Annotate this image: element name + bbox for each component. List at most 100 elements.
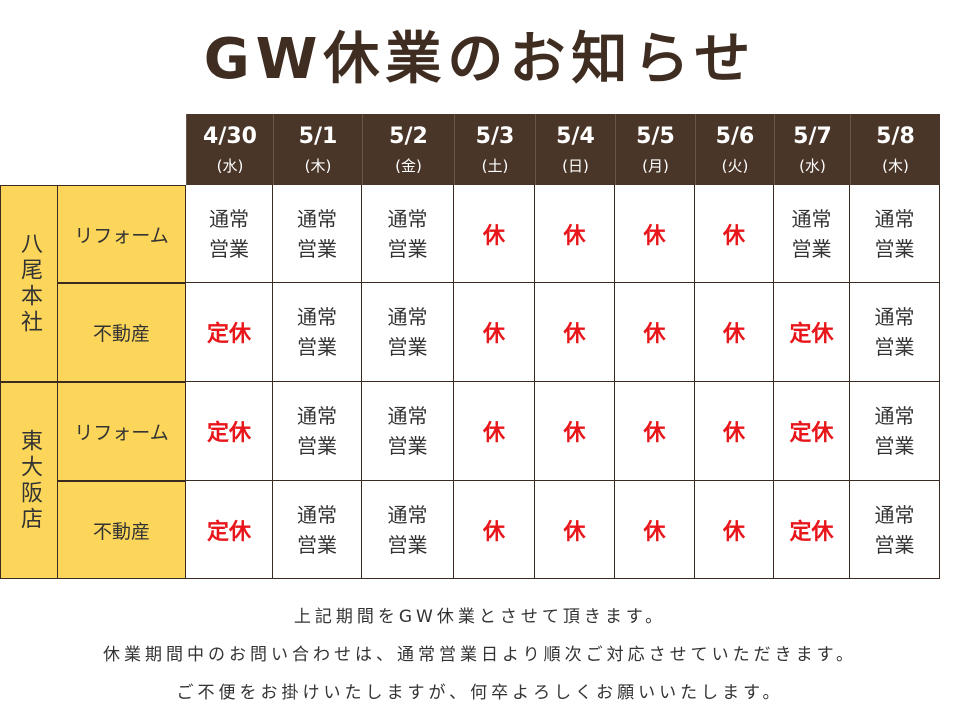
date-label: 4/30 <box>203 123 257 149</box>
department-label: 不動産 <box>58 283 186 382</box>
open-status: 通常 営業 <box>874 502 915 557</box>
closed-status: 定休 <box>206 322 251 347</box>
schedule-cell: 通常 営業 <box>273 185 362 283</box>
note-line: ご不便をお掛けいたしますが、何卒よろしくお願いいたします。 <box>176 683 784 703</box>
date-header: 5/1 (木) <box>273 114 362 185</box>
date-header: 5/7 (水) <box>774 114 850 185</box>
weekday-label: (水) <box>799 156 826 175</box>
schedule-cell: 休 <box>454 382 535 481</box>
date-label: 5/6 <box>715 123 755 149</box>
schedule-cell: 休 <box>695 283 774 382</box>
schedule-cell: 休 <box>615 185 695 283</box>
closed-status: 休 <box>482 421 505 446</box>
schedule-cell: 通常 営業 <box>362 481 454 579</box>
closed-status: 休 <box>722 223 745 249</box>
note-line: 上記期間をGW休業とさせて頂きます。 <box>293 607 667 627</box>
table-corner <box>0 114 186 185</box>
date-header: 5/6 (火) <box>695 114 774 185</box>
schedule-cell: 通常 営業 <box>850 481 940 579</box>
closed-status: 定休 <box>789 519 834 545</box>
location-label: 東大阪店 <box>0 382 58 579</box>
closed-status: 休 <box>482 322 505 347</box>
schedule-cell: 定休 <box>186 382 273 481</box>
closed-status: 休 <box>643 421 666 446</box>
schedule-cell: 休 <box>454 481 535 579</box>
date-label: 5/5 <box>636 123 675 149</box>
page-title: GW休業のお知らせ <box>203 27 757 92</box>
schedule-cell: 休 <box>615 481 695 579</box>
date-label: 5/4 <box>556 123 595 149</box>
closed-status: 休 <box>722 322 745 347</box>
schedule-cell: 通常 営業 <box>273 481 362 579</box>
schedule-cell: 通常 営業 <box>186 185 273 283</box>
date-header: 5/3 (土) <box>454 114 535 185</box>
closed-status: 休 <box>722 519 745 545</box>
department-label: リフォーム <box>58 185 186 283</box>
open-status: 通常 営業 <box>387 404 428 458</box>
open-status: 通常 営業 <box>387 502 428 557</box>
schedule-cell: 定休 <box>774 481 850 579</box>
date-header: 5/5 (月) <box>615 114 695 185</box>
date-label: 5/8 <box>876 123 915 149</box>
schedule-cell: 定休 <box>774 283 850 382</box>
date-header: 5/8 (木) <box>850 114 940 185</box>
schedule-cell: 通常 営業 <box>850 283 940 382</box>
schedule-cell: 通常 営業 <box>273 283 362 382</box>
closed-status: 休 <box>643 519 666 545</box>
schedule-cell: 通常 営業 <box>362 382 454 481</box>
schedule-cell: 休 <box>454 185 535 283</box>
closed-status: 休 <box>643 322 666 347</box>
schedule-cell: 定休 <box>774 382 850 481</box>
department-label: 不動産 <box>58 481 186 579</box>
schedule-cell: 休 <box>535 185 615 283</box>
closed-status: 休 <box>563 322 586 347</box>
notes: 上記期間をGW休業とさせて頂きます。休業期間中のお問い合わせは、通常営業日より順… <box>0 602 960 716</box>
schedule-cell: 休 <box>695 481 774 579</box>
open-status: 通常 営業 <box>209 206 249 261</box>
open-status: 通常 営業 <box>791 206 832 261</box>
closed-status: 定休 <box>206 519 251 545</box>
schedule-cell: 休 <box>695 185 774 283</box>
schedule-cell: 通常 営業 <box>273 382 362 481</box>
schedule-cell: 通常 営業 <box>850 382 940 481</box>
weekday-label: (月) <box>642 156 669 175</box>
date-label: 5/1 <box>298 123 338 149</box>
closed-status: 休 <box>563 421 586 446</box>
weekday-label: (木) <box>882 156 909 175</box>
weekday-label: (水) <box>216 156 244 175</box>
closed-status: 休 <box>482 223 505 249</box>
weekday-label: (日) <box>562 156 589 175</box>
closed-status: 休 <box>482 519 505 545</box>
schedule-cell: 休 <box>535 283 615 382</box>
schedule-cell: 定休 <box>186 481 273 579</box>
closed-status: 休 <box>563 519 586 545</box>
closed-status: 休 <box>563 223 586 249</box>
closed-status: 休 <box>643 223 666 249</box>
schedule-cell: 通常 営業 <box>850 185 940 283</box>
schedule-cell: 定休 <box>186 283 273 382</box>
note-line: 休業期間中のお問い合わせは、通常営業日より順次ご対応させていただきます。 <box>103 645 857 665</box>
weekday-label: (土) <box>481 156 509 175</box>
department-label: リフォーム <box>58 382 186 481</box>
date-label: 5/3 <box>475 123 515 149</box>
date-label: 5/2 <box>389 123 428 149</box>
location-label: 八尾本社 <box>0 185 58 382</box>
schedule-cell: 通常 営業 <box>362 283 454 382</box>
schedule-cell: 通常 営業 <box>362 185 454 283</box>
open-status: 通常 営業 <box>387 206 428 261</box>
open-status: 通常 営業 <box>387 305 428 359</box>
date-header: 5/4 (日) <box>535 114 615 185</box>
schedule-cell: 休 <box>615 283 695 382</box>
schedule-table: 4/30 (水) 5/1 (木) 5/2 (金) 5/3 (土) 5/4 (日) 5/5 (月) 5/6… <box>0 114 940 579</box>
open-status: 通常 営業 <box>297 305 337 359</box>
schedule-cell: 休 <box>535 481 615 579</box>
schedule-cell: 休 <box>454 283 535 382</box>
open-status: 通常 営業 <box>297 404 337 458</box>
open-status: 通常 営業 <box>874 206 915 261</box>
schedule-cell: 通常 営業 <box>774 185 850 283</box>
closed-status: 定休 <box>206 421 251 446</box>
date-label: 5/7 <box>793 123 832 149</box>
date-header: 4/30 (水) <box>186 114 273 185</box>
weekday-label: (火) <box>721 156 749 175</box>
open-status: 通常 営業 <box>874 404 915 458</box>
